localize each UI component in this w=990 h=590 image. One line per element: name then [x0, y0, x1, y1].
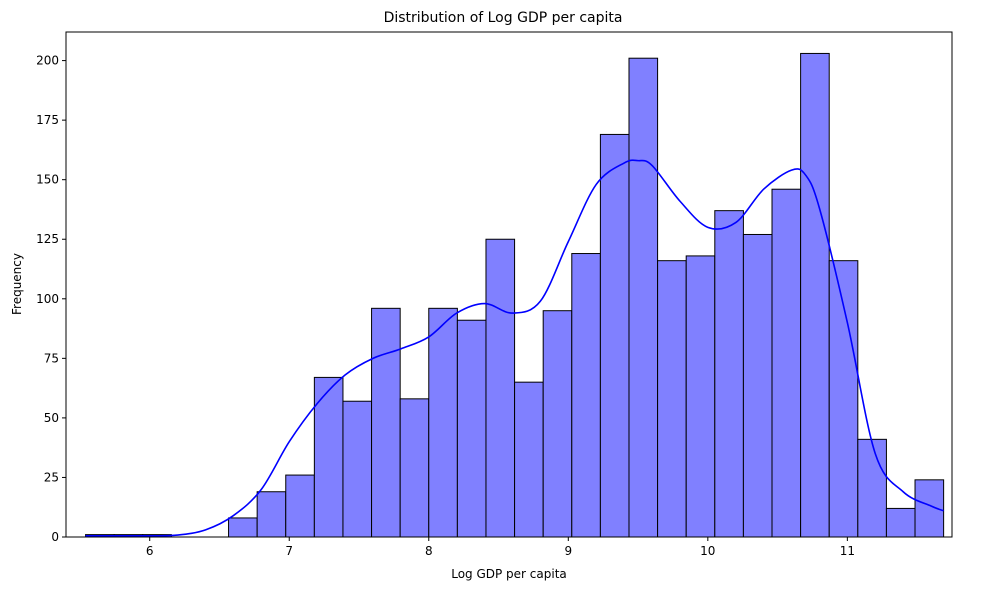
- histogram-bar: [857, 438, 887, 538]
- y-tick-label: 50: [44, 411, 59, 425]
- y-tick-label: 0: [51, 530, 59, 544]
- histogram-bar: [742, 233, 773, 538]
- histogram-bar: [228, 517, 258, 538]
- plot-frame: [65, 31, 953, 538]
- x-axis-title: Log GDP per capita: [451, 567, 567, 581]
- histogram-bar: [514, 381, 544, 538]
- histogram-bar: [885, 507, 916, 538]
- histogram-bar: [428, 307, 458, 538]
- histogram-bar: [800, 52, 830, 538]
- bars-group: [85, 52, 945, 538]
- kde-group: [85, 159, 944, 537]
- x-tick-label: 6: [146, 544, 154, 558]
- x-tick-label: 10: [700, 544, 715, 558]
- histogram-bar: [371, 307, 401, 538]
- y-tick-label: 100: [36, 292, 59, 306]
- x-tick-label: 9: [564, 544, 572, 558]
- y-axis: 0 25 50 75 100 125 150 175 200: [36, 54, 66, 544]
- histogram-bar: [485, 238, 516, 538]
- y-tick-label: 25: [44, 470, 59, 484]
- y-axis-title: Frequency: [10, 253, 24, 315]
- y-tick-label: 150: [36, 173, 59, 187]
- x-tick-label: 7: [285, 544, 293, 558]
- histogram-bar: [399, 398, 430, 538]
- y-tick-label: 200: [36, 54, 59, 68]
- histogram-bar: [256, 491, 287, 538]
- histogram-bar: [628, 57, 659, 538]
- x-tick-label: 8: [425, 544, 433, 558]
- histogram-bar: [599, 133, 630, 538]
- histogram-bar: [714, 210, 744, 538]
- y-tick-label: 175: [36, 113, 59, 127]
- histogram-bar: [456, 319, 487, 538]
- histogram-bar: [685, 255, 716, 538]
- histogram-bar: [657, 260, 687, 538]
- x-tick-label: 11: [840, 544, 855, 558]
- histogram-bar: [828, 260, 859, 538]
- y-tick-label: 75: [44, 351, 59, 365]
- histogram-bar: [313, 376, 344, 538]
- chart-title: Distribution of Log GDP per capita: [384, 10, 623, 26]
- y-tick-label: 125: [36, 232, 59, 246]
- histogram-bar: [771, 188, 802, 538]
- histogram-bar: [571, 253, 601, 538]
- x-axis: 6 7 8 9 10 11: [146, 537, 855, 558]
- histogram-bar: [542, 310, 573, 538]
- histogram-bar: [285, 474, 315, 538]
- histogram-bar: [914, 479, 945, 538]
- kde-line: [85, 159, 944, 537]
- histogram-bar: [342, 400, 373, 538]
